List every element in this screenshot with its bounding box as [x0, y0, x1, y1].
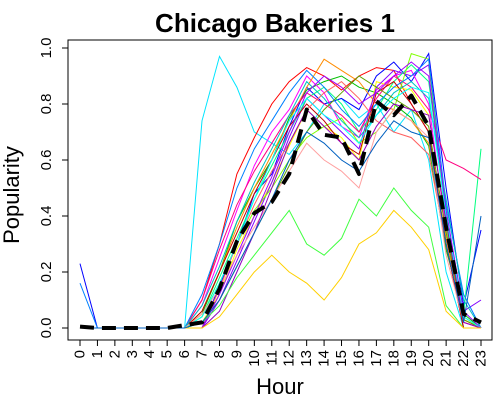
x-tick-label: 19 [403, 350, 420, 367]
x-tick-label: 8 [211, 350, 228, 358]
x-tick-label: 23 [473, 350, 490, 367]
chart-title: Chicago Bakeries 1 [155, 8, 395, 38]
x-tick-label: 14 [316, 350, 333, 367]
x-tick-label: 5 [159, 350, 176, 358]
x-tick-label: 4 [141, 350, 158, 358]
x-axis: 0 1 2 3 4 5 6 7 8 9 10 11 12 13 14 15 16 17 18 19 20 21 22 23 [72, 340, 490, 367]
x-tick-label: 9 [228, 350, 245, 358]
x-tick-label: 6 [176, 350, 193, 358]
y-tick-label: 0.4 [38, 206, 55, 227]
x-tick-label: 1 [89, 350, 106, 358]
y-axis-label: Popularity [0, 146, 24, 244]
series-line-5 [80, 69, 482, 329]
x-tick-label: 20 [420, 350, 437, 367]
series-line-22 [80, 209, 481, 329]
y-axis: 0.0 0.2 0.4 0.6 0.8 1.0 [38, 38, 68, 339]
x-tick-label: 21 [438, 350, 455, 367]
series-line-21 [80, 187, 481, 329]
series-line-17 [80, 61, 482, 329]
x-tick-label: 7 [194, 350, 211, 358]
x-tick-label: 13 [298, 350, 315, 367]
x-tick-label: 0 [72, 350, 89, 358]
series-line-23 [80, 120, 482, 329]
series-line-11 [80, 52, 482, 329]
x-tick-label: 3 [124, 350, 141, 358]
y-tick-label: 1.0 [38, 38, 55, 59]
x-tick-label: 10 [246, 350, 263, 367]
series-line-18 [80, 86, 482, 329]
x-tick-label: 16 [351, 350, 368, 367]
x-tick-label: 22 [455, 350, 472, 367]
series-lines [79, 52, 482, 329]
y-tick-label: 0.6 [38, 150, 55, 171]
x-tick-label: 12 [281, 350, 298, 367]
x-tick-label: 2 [106, 350, 123, 358]
y-tick-label: 0.0 [38, 318, 55, 339]
x-tick-label: 17 [368, 350, 385, 367]
x-tick-label: 11 [263, 350, 280, 366]
plot-frame [67, 39, 493, 341]
x-tick-label: 15 [333, 350, 350, 367]
y-tick-label: 0.2 [38, 262, 55, 283]
plot-area [67, 39, 493, 341]
series-line-4 [79, 52, 482, 329]
mean-line [79, 93, 482, 330]
mean-line-group [79, 93, 482, 330]
series-line-1 [80, 55, 481, 329]
x-tick-label: 18 [385, 350, 402, 367]
x-axis-label: Hour [256, 374, 304, 399]
y-tick-label: 0.8 [38, 94, 55, 115]
